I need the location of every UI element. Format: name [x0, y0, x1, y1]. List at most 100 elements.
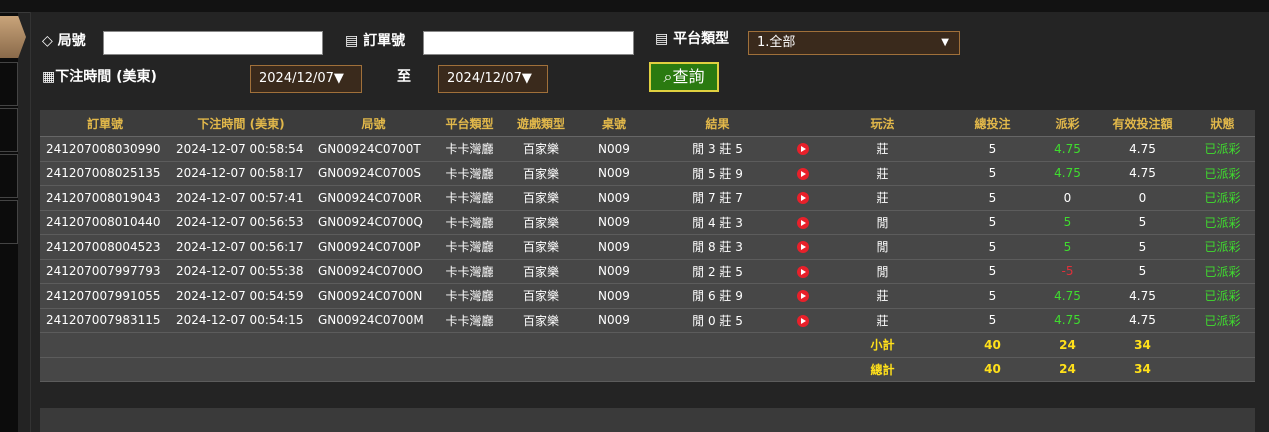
header-cell: 局號 — [312, 110, 435, 137]
cell: GN00924C0700P — [312, 234, 435, 260]
sidebar-item[interactable] — [0, 200, 18, 244]
cell: 4.75 — [1040, 136, 1095, 162]
play-cell — [785, 161, 820, 186]
cell: 241207007997793 — [40, 259, 170, 284]
cell: 百家樂 — [504, 161, 578, 186]
cell: 4.75 — [1095, 136, 1190, 162]
order-input[interactable] — [423, 31, 634, 55]
cell: 百家樂 — [504, 185, 578, 211]
cell: 2024-12-07 00:58:17 — [170, 161, 312, 186]
play-icon[interactable] — [796, 314, 809, 327]
data-row: 241207007991055 2024-12-07 00:54:59 GN0092… — [40, 283, 1255, 309]
cell: 閒 3 莊 5 — [650, 136, 785, 162]
play-icon[interactable] — [796, 265, 809, 278]
cell: 卡卡灣廳 — [435, 185, 504, 211]
cell: 已派彩 — [1190, 308, 1255, 333]
play-cell — [785, 259, 820, 284]
round-input[interactable] — [103, 31, 323, 55]
search-text: 查詢 — [672, 67, 705, 86]
data-row: 241207008004523 2024-12-07 00:56:17 GN0092… — [40, 234, 1255, 260]
cell: -5 — [1040, 259, 1095, 284]
play-cell — [785, 136, 820, 162]
cell: 241207007983115 — [40, 308, 170, 333]
play-icon[interactable] — [796, 290, 809, 303]
play-icon[interactable] — [796, 241, 809, 254]
platform-label: ▤ 平台類型 — [655, 31, 730, 47]
cell: 5 — [1095, 259, 1190, 284]
sidebar-tab[interactable] — [0, 16, 26, 58]
cell: 百家樂 — [504, 259, 578, 284]
cell: 莊 — [820, 283, 945, 309]
play-icon[interactable] — [796, 167, 809, 180]
summary-cell: 24 — [1040, 357, 1095, 382]
cell: 已派彩 — [1190, 234, 1255, 260]
cell: 5 — [945, 259, 1040, 284]
sidebar-item[interactable] — [0, 108, 18, 152]
play-icon[interactable] — [796, 143, 809, 156]
cell: N009 — [578, 308, 650, 333]
cell: 2024-12-07 00:56:53 — [170, 210, 312, 235]
cell: 閒 — [820, 259, 945, 284]
cell: 5 — [1095, 210, 1190, 235]
cell: 241207008030990 — [40, 136, 170, 162]
cell: 4.75 — [1040, 308, 1095, 333]
cell: 241207008025135 — [40, 161, 170, 186]
platform-value: 1.全部 — [757, 35, 796, 50]
search-button[interactable]: ⌕查詢 — [649, 62, 719, 92]
cell: 5 — [945, 234, 1040, 260]
data-row: 241207007983115 2024-12-07 00:54:15 GN0092… — [40, 308, 1255, 333]
summary-cell: 34 — [1095, 357, 1190, 382]
cell: 閒 2 莊 5 — [650, 259, 785, 284]
summary-row: 小計 40 24 34 — [40, 332, 1255, 358]
cell: 卡卡灣廳 — [435, 136, 504, 162]
sidebar — [0, 13, 18, 432]
header-cell: 結果 — [650, 110, 785, 137]
play-cell — [785, 210, 820, 235]
round-label-text: 局號 — [57, 33, 86, 49]
cell: 4.75 — [1040, 283, 1095, 309]
summary-cell: 小計 — [820, 332, 945, 358]
cell: 0 — [1095, 185, 1190, 211]
cell: 4.75 — [1040, 161, 1095, 186]
cell: 卡卡灣廳 — [435, 308, 504, 333]
header-cell-icon — [785, 110, 820, 137]
header-cell: 遊戲類型 — [504, 110, 578, 137]
play-cell — [785, 185, 820, 211]
cell: 百家樂 — [504, 283, 578, 309]
summary-cell: 40 — [945, 357, 1040, 382]
cell: 5 — [1040, 210, 1095, 235]
cell: GN00924C0700O — [312, 259, 435, 284]
cell: 莊 — [820, 161, 945, 186]
cell: 已派彩 — [1190, 136, 1255, 162]
header-cell: 桌號 — [578, 110, 650, 137]
play-icon[interactable] — [796, 192, 809, 205]
header-cell: 玩法 — [820, 110, 945, 137]
cell: 4.75 — [1095, 283, 1190, 309]
table-footer — [40, 408, 1255, 432]
cell: GN00924C0700Q — [312, 210, 435, 235]
date-from[interactable]: 2024/12/07▼ — [250, 65, 362, 93]
cell: GN00924C0700M — [312, 308, 435, 333]
cell: 閒 5 莊 9 — [650, 161, 785, 186]
sidebar-item[interactable] — [0, 154, 18, 198]
header-row: 訂單號 下注時間 (美東) 局號 平台類型 遊戲類型 桌號 結果 玩法 總投注 派彩 有效投注額 狀態 — [40, 110, 1255, 137]
cell: 5 — [945, 283, 1040, 309]
data-row: 241207007997793 2024-12-07 00:55:38 GN0092… — [40, 259, 1255, 284]
cell: N009 — [578, 185, 650, 211]
result-table: 訂單號 下注時間 (美東) 局號 平台類型 遊戲類型 桌號 結果 玩法 總投注 派彩 有效投注額 狀態… — [40, 110, 1255, 382]
cell: 5 — [945, 185, 1040, 211]
cell: 241207008010440 — [40, 210, 170, 235]
summary-cell: 總計 — [820, 357, 945, 382]
cell: 241207008004523 — [40, 234, 170, 260]
cell: 閒 — [820, 234, 945, 260]
cell: 已派彩 — [1190, 210, 1255, 235]
summary-pad — [1190, 332, 1255, 358]
summary-pad — [1190, 357, 1255, 382]
cell: 5 — [1095, 234, 1190, 260]
platform-select[interactable]: 1.全部 ▼ — [748, 31, 960, 55]
play-icon[interactable] — [796, 216, 809, 229]
date-to[interactable]: 2024/12/07▼ — [438, 65, 548, 93]
sidebar-item[interactable] — [0, 62, 18, 106]
cell: 閒 — [820, 210, 945, 235]
